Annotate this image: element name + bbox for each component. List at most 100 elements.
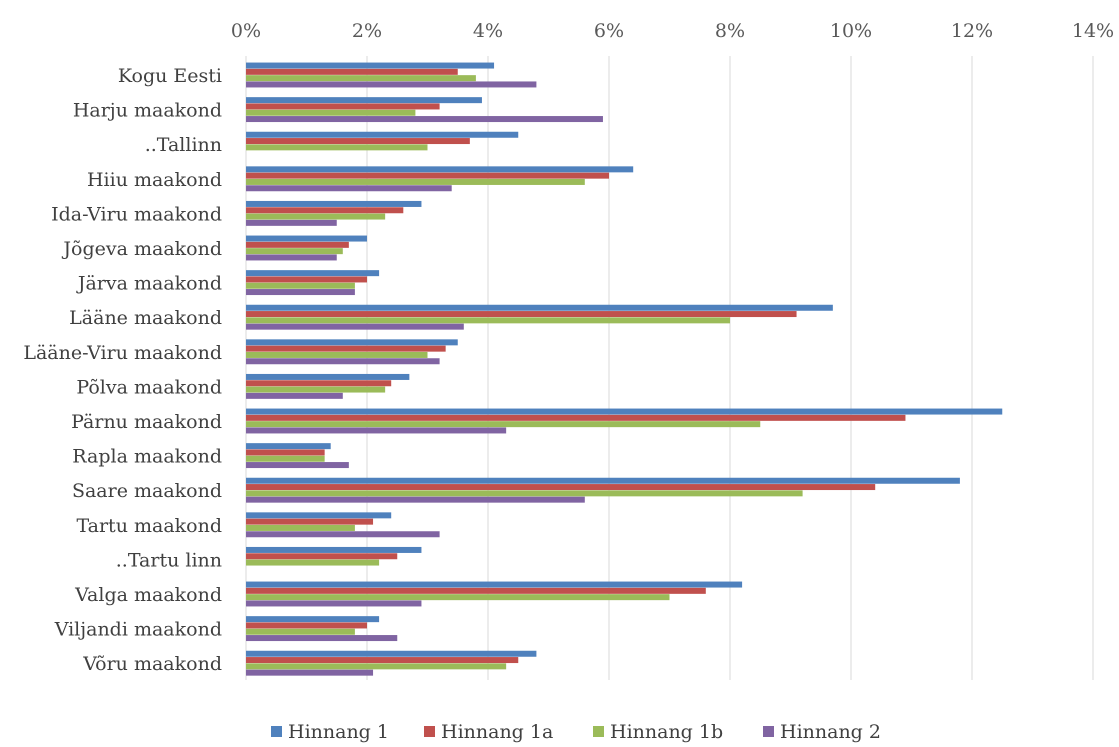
category-label-tallinn: ..Tallinn: [145, 134, 222, 156]
category-label-hiiu-maakond: Hiiu maakond: [87, 169, 222, 191]
bar-hinnang-1b-tallinn: [246, 144, 428, 151]
category-label-valga-maakond: Valga maakond: [74, 584, 222, 606]
bar-hinnang-1-p-lva-maakond: [246, 373, 410, 380]
category-label-kogu-eesti: Kogu Eesti: [118, 65, 222, 87]
category-label-viljandi-maakond: Viljandi maakond: [54, 619, 222, 641]
category-label-harju-maakond: Harju maakond: [73, 100, 222, 122]
category-label-l-ne-viru-maakond: Lääne-Viru maakond: [23, 342, 222, 364]
bar-hinnang-1b-j-rva-maakond: [246, 282, 355, 289]
bar-hinnang-1-tallinn: [246, 131, 519, 138]
x-tick-label: 14%: [1072, 20, 1114, 42]
bar-hinnang-1a-hiiu-maakond: [246, 172, 609, 179]
bar-hinnang-1-kogu-eesti: [246, 62, 495, 69]
bar-hinnang-1-harju-maakond: [246, 97, 482, 104]
bar-hinnang-1a-p-lva-maakond: [246, 380, 392, 387]
x-axis-ticks: 0% 2% 4% 6% 8% 10% 12% 14%: [231, 20, 1114, 42]
bar-hinnang-1b-tartu-linn: [246, 559, 380, 566]
bar-hinnang-1-l-ne-viru-maakond: [246, 339, 458, 346]
bar-hinnang-1b-harju-maakond: [246, 109, 416, 116]
legend-label-hinnang-1a: Hinnang 1a: [441, 721, 553, 743]
x-tick-label: 10%: [830, 20, 872, 42]
bar-hinnang-1a-viljandi-maakond: [246, 622, 367, 629]
bar-hinnang-1b-rapla-maakond: [246, 455, 325, 462]
category-label-tartu-maakond: Tartu maakond: [76, 515, 222, 537]
bar-hinnang-1-rapla-maakond: [246, 443, 331, 450]
bar-hinnang-1b-viljandi-maakond: [246, 628, 355, 635]
bar-hinnang-1a-valga-maakond: [246, 587, 706, 594]
bar-hinnang-1-ida-viru-maakond: [246, 200, 422, 207]
category-label-p-rnu-maakond: Pärnu maakond: [71, 411, 222, 433]
bar-hinnang-2-viljandi-maakond: [246, 635, 398, 642]
bar-hinnang-2-j-geva-maakond: [246, 254, 337, 261]
bar-hinnang-1a-tartu-maakond: [246, 518, 374, 525]
bar-hinnang-1b-hiiu-maakond: [246, 178, 585, 185]
category-label-j-rva-maakond: Järva maakond: [76, 273, 222, 295]
bar-hinnang-1-v-ru-maakond: [246, 650, 537, 657]
bar-hinnang-1a-tallinn: [246, 138, 470, 145]
bar-hinnang-2-ida-viru-maakond: [246, 219, 337, 226]
bar-hinnang-2-j-rva-maakond: [246, 289, 355, 296]
bar-hinnang-1-p-rnu-maakond: [246, 408, 1003, 415]
gridlines: [245, 56, 1094, 680]
bar-hinnang-1-valga-maakond: [246, 581, 743, 588]
category-label-tartu-linn: ..Tartu linn: [116, 549, 222, 571]
bar-hinnang-1-tartu-maakond: [246, 512, 392, 519]
bar-hinnang-1-j-rva-maakond: [246, 270, 380, 277]
bar-hinnang-1a-kogu-eesti: [246, 68, 458, 75]
x-tick-label: 8%: [715, 20, 745, 42]
bar-hinnang-2-l-ne-viru-maakond: [246, 358, 440, 365]
bar-hinnang-1-hiiu-maakond: [246, 166, 634, 173]
bar-hinnang-1a-ida-viru-maakond: [246, 207, 404, 214]
category-label-saare-maakond: Saare maakond: [72, 480, 222, 502]
bar-hinnang-1-l-ne-maakond: [246, 304, 833, 311]
bar-hinnang-1a-j-geva-maakond: [246, 241, 349, 248]
bar-hinnang-1-j-geva-maakond: [246, 235, 367, 242]
bar-hinnang-1-viljandi-maakond: [246, 616, 380, 623]
bar-hinnang-1b-v-ru-maakond: [246, 663, 507, 670]
bar-hinnang-1a-tartu-linn: [246, 553, 398, 560]
category-label-l-ne-maakond: Lääne maakond: [69, 307, 222, 329]
bar-hinnang-1a-rapla-maakond: [246, 449, 325, 456]
legend-swatch-hinnang-1b: [593, 726, 604, 737]
bar-hinnang-1a-p-rnu-maakond: [246, 414, 906, 421]
bar-hinnang-1a-saare-maakond: [246, 484, 876, 491]
bar-hinnang-1b-ida-viru-maakond: [246, 213, 386, 220]
bar-hinnang-2-tartu-maakond: [246, 531, 440, 538]
bar-hinnang-2-rapla-maakond: [246, 462, 349, 469]
bar-hinnang-2-hiiu-maakond: [246, 185, 452, 192]
legend-label-hinnang-2: Hinnang 2: [780, 721, 881, 743]
bar-hinnang-1a-l-ne-viru-maakond: [246, 345, 446, 352]
bar-hinnang-2-harju-maakond: [246, 116, 603, 123]
bar-hinnang-1b-saare-maakond: [246, 490, 803, 497]
bar-hinnang-1b-j-geva-maakond: [246, 248, 343, 255]
bar-hinnang-2-v-ru-maakond: [246, 669, 374, 676]
legend-swatch-hinnang-1: [271, 726, 282, 737]
bar-hinnang-2-p-lva-maakond: [246, 392, 343, 399]
bar-hinnang-1b-tartu-maakond: [246, 524, 355, 531]
bar-hinnang-1-saare-maakond: [246, 477, 960, 484]
bar-hinnang-2-saare-maakond: [246, 496, 585, 503]
category-label-rapla-maakond: Rapla maakond: [72, 446, 222, 468]
x-tick-label: 6%: [594, 20, 624, 42]
x-tick-label: 0%: [231, 20, 261, 42]
category-label-j-geva-maakond: Jõgeva maakond: [61, 238, 222, 260]
legend-label-hinnang-1b: Hinnang 1b: [610, 721, 723, 743]
bar-hinnang-2-valga-maakond: [246, 600, 422, 607]
legend-swatch-hinnang-1a: [424, 726, 435, 737]
category-label-ida-viru-maakond: Ida-Viru maakond: [51, 203, 222, 225]
bar-hinnang-1a-l-ne-maakond: [246, 311, 797, 318]
legend-swatch-hinnang-2: [763, 726, 774, 737]
bar-hinnang-1a-v-ru-maakond: [246, 657, 519, 664]
legend-label-hinnang-1: Hinnang 1: [288, 721, 389, 743]
x-tick-label: 2%: [352, 20, 382, 42]
bar-hinnang-1b-p-rnu-maakond: [246, 421, 761, 428]
bars: [246, 62, 1003, 676]
bar-hinnang-1b-valga-maakond: [246, 594, 670, 601]
bar-hinnang-1b-l-ne-viru-maakond: [246, 351, 428, 358]
bar-hinnang-1a-harju-maakond: [246, 103, 440, 110]
bar-hinnang-1b-p-lva-maakond: [246, 386, 386, 393]
category-label-p-lva-maakond: Põlva maakond: [76, 376, 222, 398]
x-tick-label: 12%: [951, 20, 993, 42]
legend: Hinnang 1 Hinnang 1a Hinnang 1b Hinnang 2: [271, 721, 881, 743]
